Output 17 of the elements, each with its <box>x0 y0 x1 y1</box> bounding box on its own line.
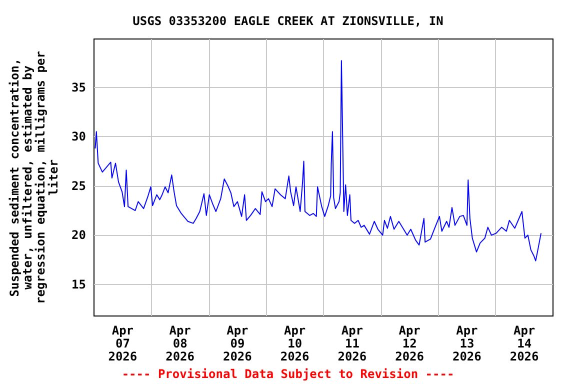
x-tick-label: Apr 09 2026 <box>222 324 252 364</box>
y-tick-label: 15 <box>72 277 86 292</box>
x-tick-label: Apr 10 2026 <box>280 324 310 364</box>
y-tick-label: 20 <box>72 228 86 242</box>
x-tick-label: Apr 08 2026 <box>166 324 195 364</box>
text: ---- Provisional Data Subject to Revision ---- <box>122 367 454 381</box>
x-tick-label: Apr 12 2026 <box>395 324 424 364</box>
y-tick-label: 35 <box>72 80 86 94</box>
x-tick-label: Apr 07 2026 <box>108 324 138 364</box>
x-tick-label: Apr 13 2026 <box>452 324 482 364</box>
chart-title: USGS 03353200 EAGLE CREEK AT ZIONSVILLE, IN <box>132 14 444 28</box>
y-axis-title: Suspended sediment concentration, water, unfiltered, estimated by regression equation, milligrams per liter <box>8 51 60 304</box>
line-series <box>94 60 542 262</box>
x-tick-label: Apr 11 2026 <box>338 324 367 364</box>
y-tick-label: 30 <box>72 130 86 144</box>
x-tick-label: Apr 14 2026 <box>510 324 539 364</box>
y-tick-label: 25 <box>72 178 86 193</box>
